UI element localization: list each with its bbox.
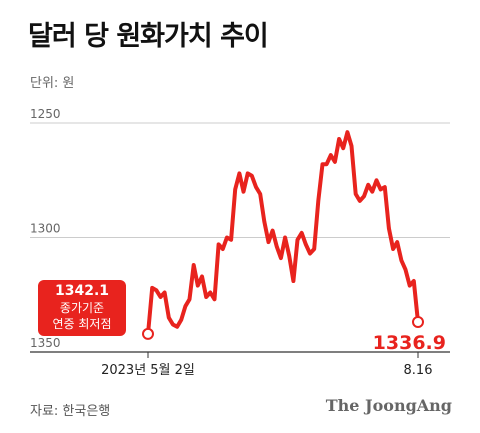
callout-line2: 연중 최저점 [52, 317, 112, 331]
unit-label: 단위: 원 [30, 76, 75, 91]
source-label: 자료: 한국은행 [30, 404, 111, 419]
chart-title: 달러 당 원화가치 추이 [28, 21, 269, 52]
end-point-marker [412, 316, 424, 329]
y-tick-label: 1250 [30, 107, 61, 121]
brand-logo: The JoongAng [325, 396, 452, 415]
x-tick-label: 8.16 [404, 363, 433, 378]
callout-line1: 종가기준 [59, 301, 105, 315]
y-tick-label: 1300 [30, 222, 61, 236]
callout-value: 1342.1 [54, 283, 110, 299]
low-point-callout: 1342.1 종가기준 연중 최저점 [38, 280, 126, 336]
end-value-label: 1336.9 [373, 332, 446, 354]
x-tick-label: 2023년 5월 2일 [101, 363, 195, 378]
y-tick-label: 1350 [30, 336, 61, 350]
series-line [146, 130, 420, 336]
start-point-marker [142, 327, 154, 340]
